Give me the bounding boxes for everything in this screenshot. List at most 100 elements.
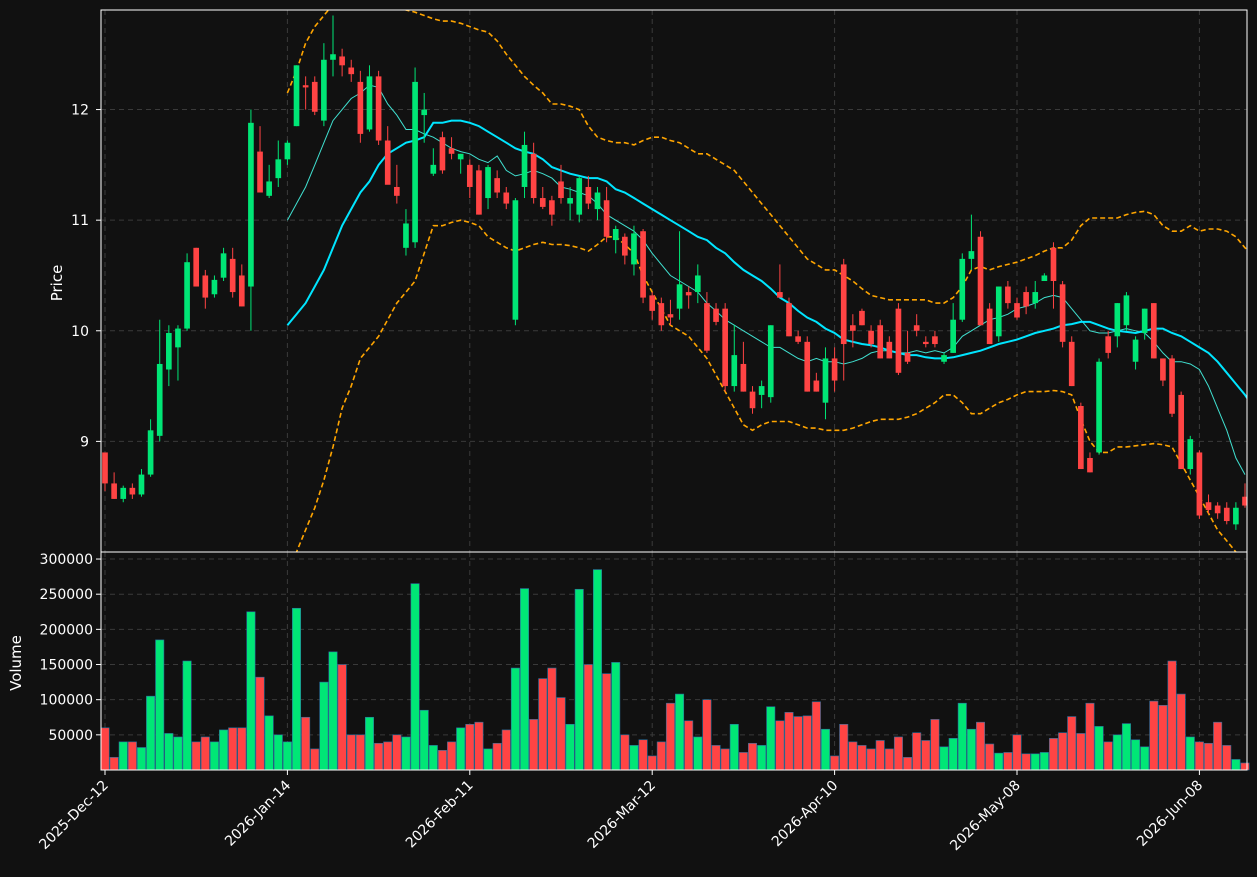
volume-bar — [1003, 752, 1013, 771]
volume-bar — [355, 734, 365, 771]
volume-bar — [547, 667, 557, 771]
volume-bar — [1149, 700, 1159, 771]
candle-body — [238, 275, 245, 307]
candle-body — [266, 181, 272, 196]
volume-bar — [957, 702, 967, 771]
volume-bar — [529, 719, 539, 771]
candle-body — [631, 233, 637, 265]
candle-body — [877, 325, 884, 359]
candle-body — [302, 85, 309, 88]
candle-body — [713, 308, 719, 322]
candle-body — [375, 76, 382, 141]
moving-averages — [286, 84, 1247, 475]
candle-body — [950, 319, 956, 353]
candle-body — [859, 310, 865, 326]
candle-body — [485, 167, 491, 199]
candle-body — [111, 483, 117, 499]
candle-body — [1223, 507, 1230, 522]
candle-body — [767, 325, 774, 398]
candle-body — [941, 355, 947, 362]
volume-bar — [219, 729, 229, 771]
candle-body — [758, 386, 765, 395]
price-tick-label: 9 — [80, 434, 89, 450]
volume-bar — [638, 739, 648, 771]
candle-body — [348, 67, 355, 75]
volume-tick-label: 150000 — [40, 658, 93, 674]
candle-body — [567, 198, 573, 204]
candle-body — [831, 358, 838, 381]
candle-body — [786, 303, 792, 337]
volume-bar — [127, 741, 137, 771]
volume-bar — [848, 741, 858, 771]
volume-bar — [292, 607, 302, 771]
volume-bar — [994, 752, 1004, 771]
volume-bar — [1021, 753, 1031, 771]
candle-body — [1032, 292, 1039, 304]
volume-bar — [155, 639, 165, 771]
volume-bar — [1204, 742, 1214, 771]
candle-body — [457, 153, 464, 160]
volume-panel-frame — [100, 551, 1248, 771]
candle-body — [1132, 339, 1139, 362]
volume-bar — [757, 745, 767, 771]
volume-bar — [775, 720, 785, 771]
volume-bar — [702, 699, 712, 771]
volume-bar — [200, 736, 210, 771]
volume-bar — [447, 741, 457, 771]
candle-body — [166, 332, 172, 370]
volume-tick-label: 250000 — [40, 587, 93, 603]
volume-bar — [164, 733, 174, 771]
volume-bar — [273, 734, 283, 771]
volume-bar — [656, 741, 666, 771]
candle-body — [922, 341, 929, 345]
candle-body — [430, 164, 437, 174]
candle-body — [968, 251, 975, 259]
volume-bar — [565, 723, 575, 771]
candle-body — [412, 81, 418, 243]
volume-bar — [866, 748, 876, 771]
volume-bar — [237, 727, 247, 771]
volume-tick-label: 200000 — [40, 622, 93, 638]
candle-body — [603, 200, 610, 237]
candle-body — [558, 181, 564, 199]
volume-bar — [310, 748, 320, 771]
volume-bar — [483, 748, 493, 771]
candle-body — [539, 198, 546, 207]
volume-bar — [401, 736, 411, 771]
candle-body — [986, 308, 993, 345]
candle-body — [704, 303, 710, 351]
candle-body — [850, 325, 856, 331]
volume-bar — [428, 745, 438, 771]
volume-bar — [520, 588, 530, 771]
volume-bar — [492, 742, 502, 771]
candle-body — [211, 279, 218, 295]
candle-body — [1187, 439, 1194, 470]
bollinger-upper-line — [286, 10, 1247, 304]
candle-body — [184, 262, 190, 329]
candle-body — [1014, 303, 1020, 318]
volume-bar — [1158, 705, 1168, 771]
candle-body — [421, 109, 428, 116]
candle-body — [439, 137, 446, 171]
volume-bar — [948, 738, 958, 771]
candle-body — [822, 358, 829, 403]
price-axis-label: Price — [48, 265, 66, 302]
volume-bar — [301, 716, 311, 771]
volume-bar — [1176, 693, 1186, 771]
candle-body — [521, 144, 528, 187]
candle-body — [466, 164, 473, 187]
candle-body — [1114, 303, 1121, 337]
candle-body — [1196, 452, 1203, 516]
candle-body — [1005, 286, 1011, 304]
volume-bar — [410, 583, 420, 771]
candle-body — [284, 142, 291, 160]
volume-bar — [793, 716, 803, 771]
volume-bar — [893, 736, 903, 771]
candle-body — [1059, 284, 1066, 342]
candle-body — [676, 284, 683, 309]
volume-bar — [328, 651, 338, 771]
volume-bar — [574, 588, 584, 771]
candle-body — [156, 363, 163, 436]
candle-body — [1141, 308, 1148, 333]
